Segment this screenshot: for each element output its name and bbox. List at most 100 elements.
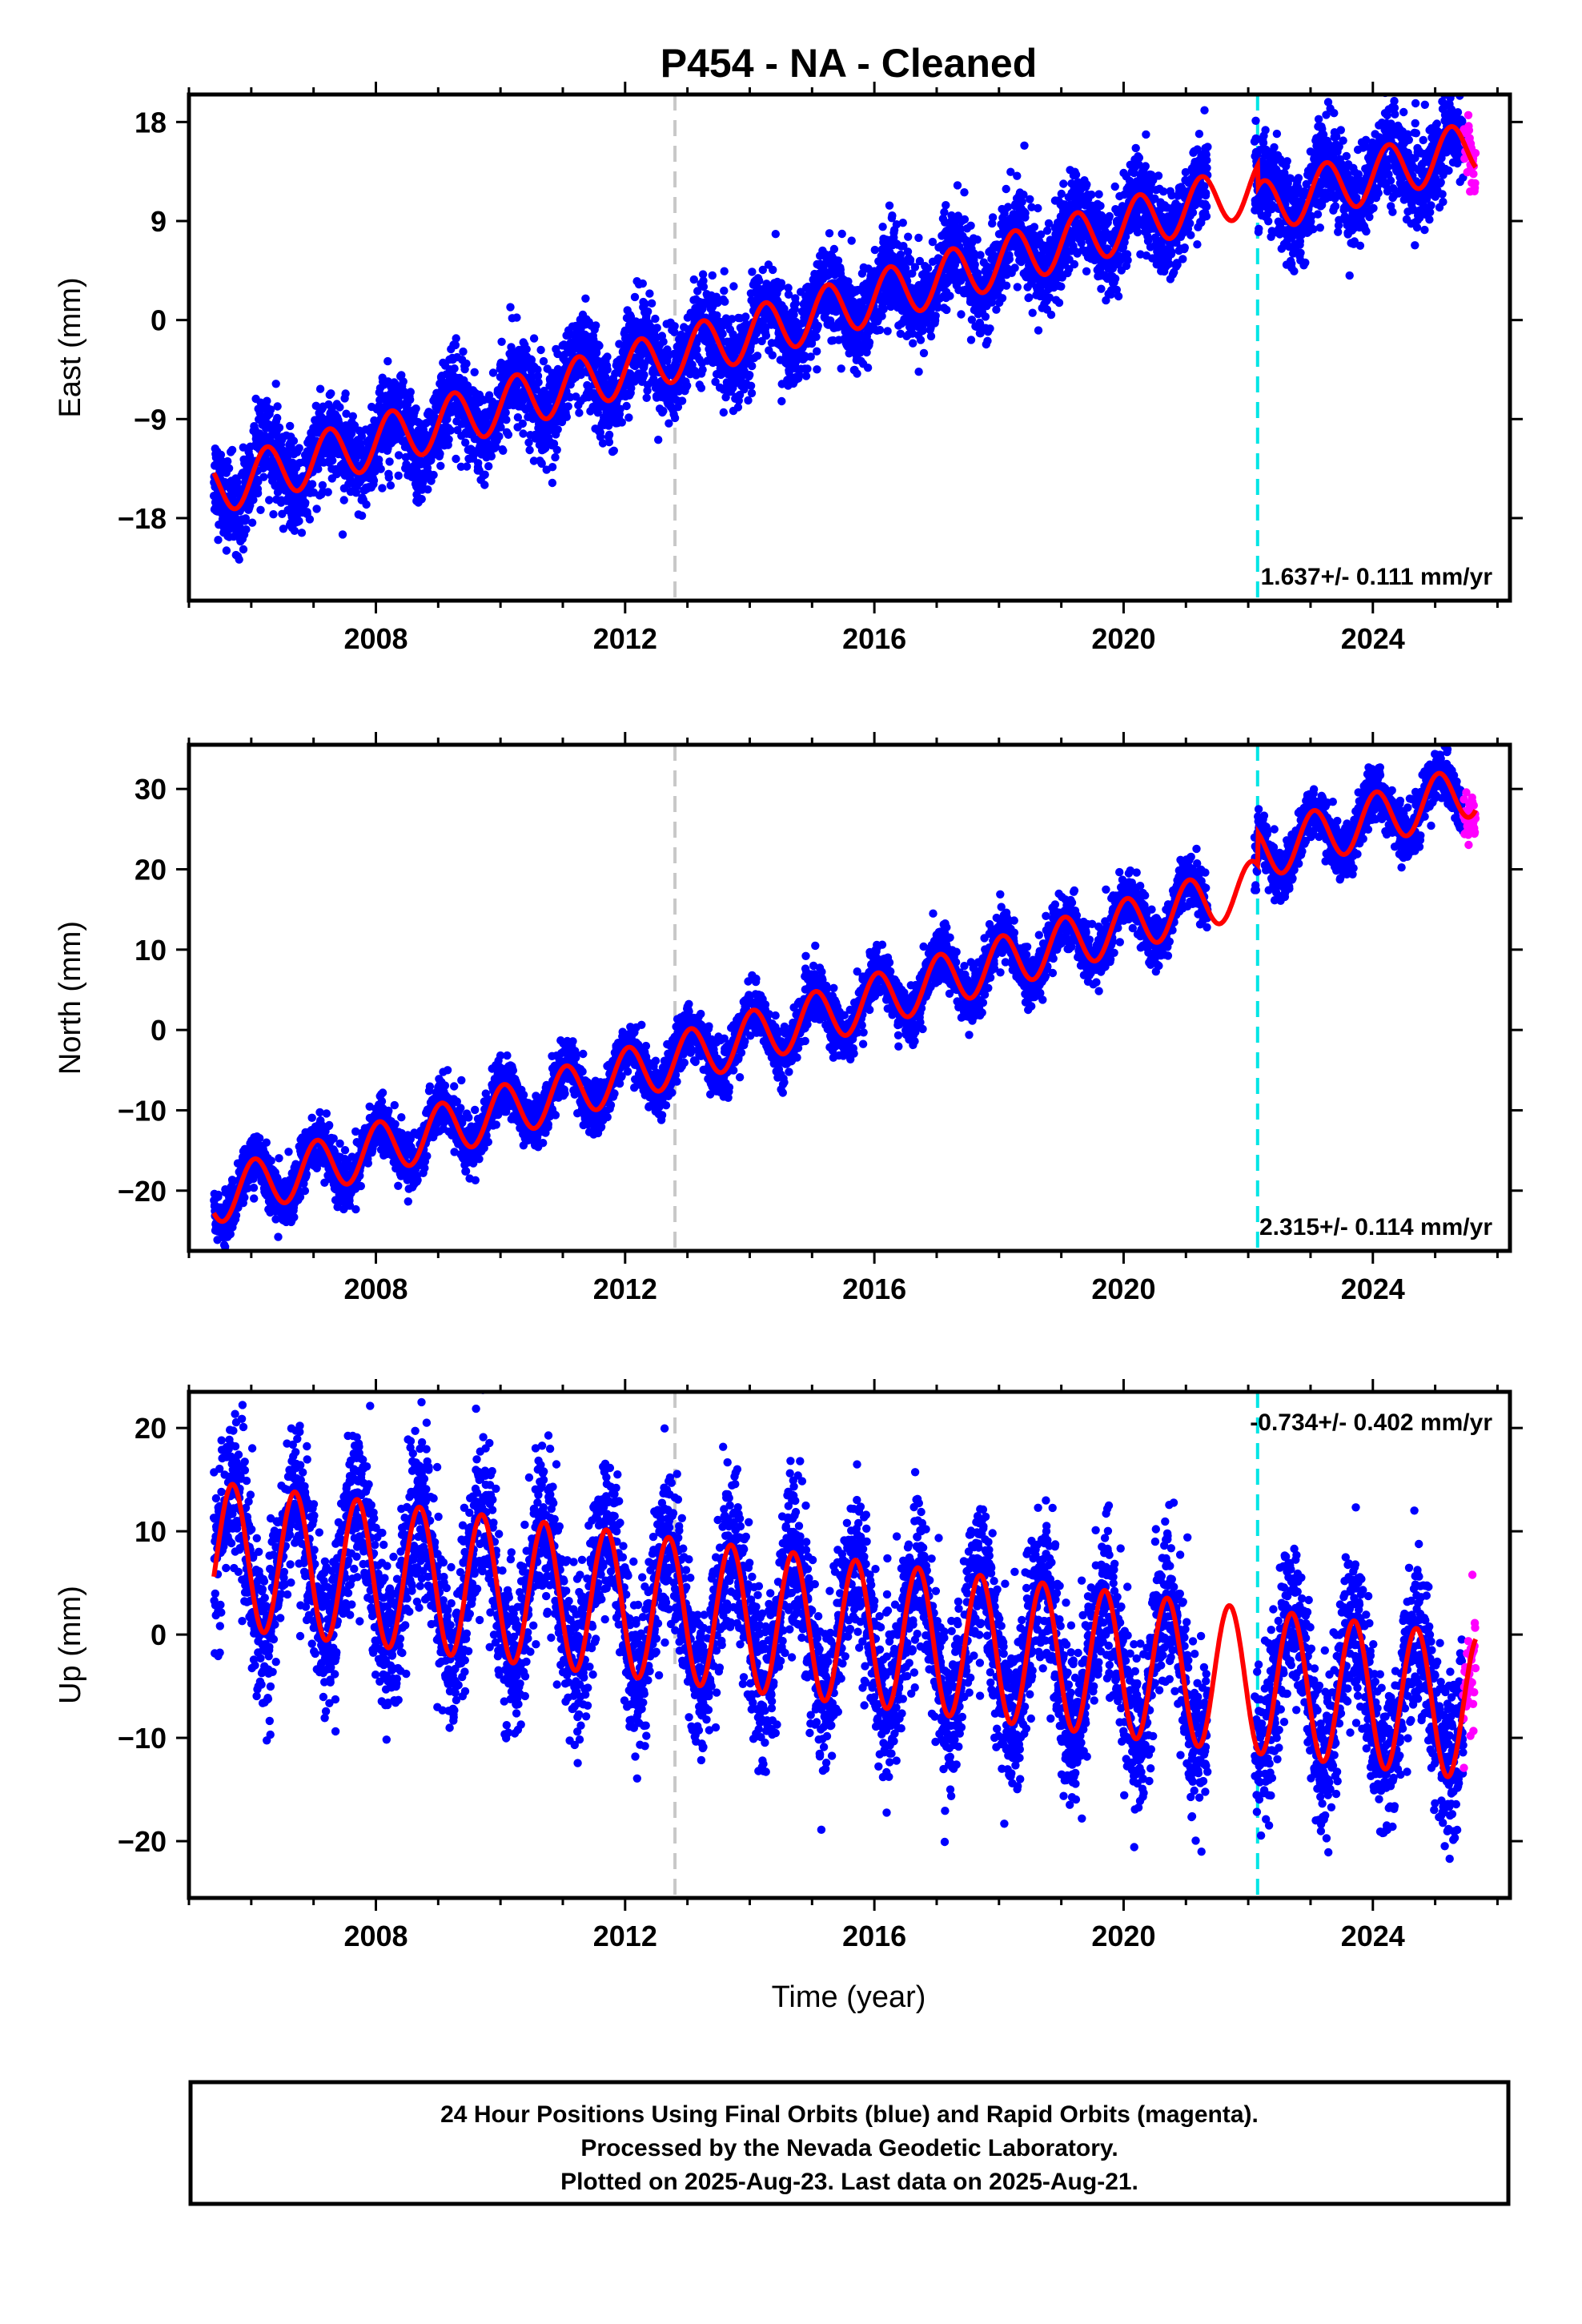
- data-point: [713, 311, 721, 320]
- data-point: [883, 327, 892, 336]
- data-point: [286, 421, 295, 431]
- data-point: [314, 464, 323, 473]
- data-point: [905, 255, 915, 264]
- data-point: [385, 457, 394, 466]
- data-point: [865, 338, 874, 347]
- data-point: [275, 423, 284, 432]
- data-point: [446, 426, 456, 435]
- data-point: [534, 378, 543, 387]
- data-point: [266, 405, 275, 414]
- data-point: [698, 365, 707, 374]
- data-point: [241, 514, 250, 523]
- data-point: [581, 294, 590, 303]
- data-point: [522, 344, 531, 354]
- data-point: [341, 389, 350, 398]
- data-point: [328, 456, 337, 465]
- data-point: [777, 279, 786, 287]
- data-point: [919, 348, 929, 358]
- data-point: [459, 347, 468, 356]
- data-point: [729, 282, 738, 291]
- data-point: [436, 449, 444, 458]
- data-point: [290, 526, 299, 535]
- data-point: [1094, 190, 1103, 199]
- data-point: [1123, 255, 1132, 265]
- data-point: [825, 229, 834, 238]
- data-point: [1005, 255, 1014, 263]
- data-point: [216, 450, 226, 460]
- data-point: [537, 459, 546, 468]
- data-point: [576, 370, 585, 380]
- data-point: [553, 425, 562, 434]
- data-point: [273, 413, 282, 423]
- data-point: [926, 332, 936, 341]
- data-point: [837, 364, 845, 373]
- data-point: [399, 377, 408, 386]
- data-point: [598, 439, 608, 448]
- data-point: [677, 396, 687, 405]
- data-point: [960, 215, 970, 224]
- data-point: [976, 251, 985, 259]
- data-point: [271, 380, 280, 388]
- data-point: [942, 305, 951, 315]
- data-point: [812, 332, 821, 341]
- data-point: [562, 412, 571, 421]
- data-point: [642, 393, 651, 402]
- data-point: [242, 525, 251, 534]
- data-point: [665, 419, 673, 428]
- data-point: [1021, 208, 1030, 218]
- data-point: [942, 201, 950, 210]
- data-point: [501, 408, 510, 417]
- data-point: [875, 325, 885, 335]
- data-point: [1054, 298, 1064, 308]
- data-point: [233, 478, 242, 487]
- data-point: [484, 391, 494, 400]
- data-point: [791, 299, 800, 308]
- data-point: [1070, 259, 1079, 269]
- data-point: [524, 438, 533, 447]
- data-point: [1010, 263, 1019, 272]
- data-point: [369, 476, 379, 485]
- data-point: [748, 361, 757, 371]
- data-point: [487, 452, 496, 460]
- data-point: [253, 489, 263, 498]
- data-point: [1034, 326, 1043, 335]
- data-point: [592, 321, 600, 330]
- data-point: [953, 181, 962, 190]
- data-point: [362, 500, 371, 509]
- final-orbit-points: [209, 94, 1468, 564]
- data-point: [647, 299, 656, 308]
- data-point: [768, 351, 777, 360]
- data-point: [552, 445, 561, 454]
- data-point: [663, 345, 672, 354]
- data-point: [492, 442, 500, 452]
- data-point: [327, 389, 335, 398]
- data-point: [384, 473, 393, 482]
- data-point: [699, 282, 709, 292]
- data-point: [670, 328, 679, 336]
- data-point: [966, 221, 975, 230]
- data-point: [683, 381, 692, 390]
- data-point: [803, 364, 812, 373]
- data-point: [1002, 281, 1011, 290]
- data-point: [1026, 195, 1034, 203]
- data-point: [394, 451, 404, 460]
- data-point: [699, 276, 708, 285]
- data-point: [348, 412, 357, 420]
- data-point: [813, 347, 821, 356]
- data-point: [228, 492, 238, 501]
- data-point: [462, 462, 472, 471]
- data-point: [596, 432, 605, 441]
- data-point: [335, 403, 344, 412]
- data-point: [720, 267, 729, 275]
- data-point: [513, 413, 523, 422]
- data-point: [981, 312, 990, 321]
- data-point: [1141, 162, 1150, 171]
- data-point: [519, 429, 528, 438]
- data-point: [659, 337, 668, 346]
- data-point: [784, 290, 793, 299]
- data-point: [254, 477, 263, 486]
- data-point: [624, 413, 633, 422]
- data-point: [870, 245, 880, 255]
- data-point: [499, 446, 508, 455]
